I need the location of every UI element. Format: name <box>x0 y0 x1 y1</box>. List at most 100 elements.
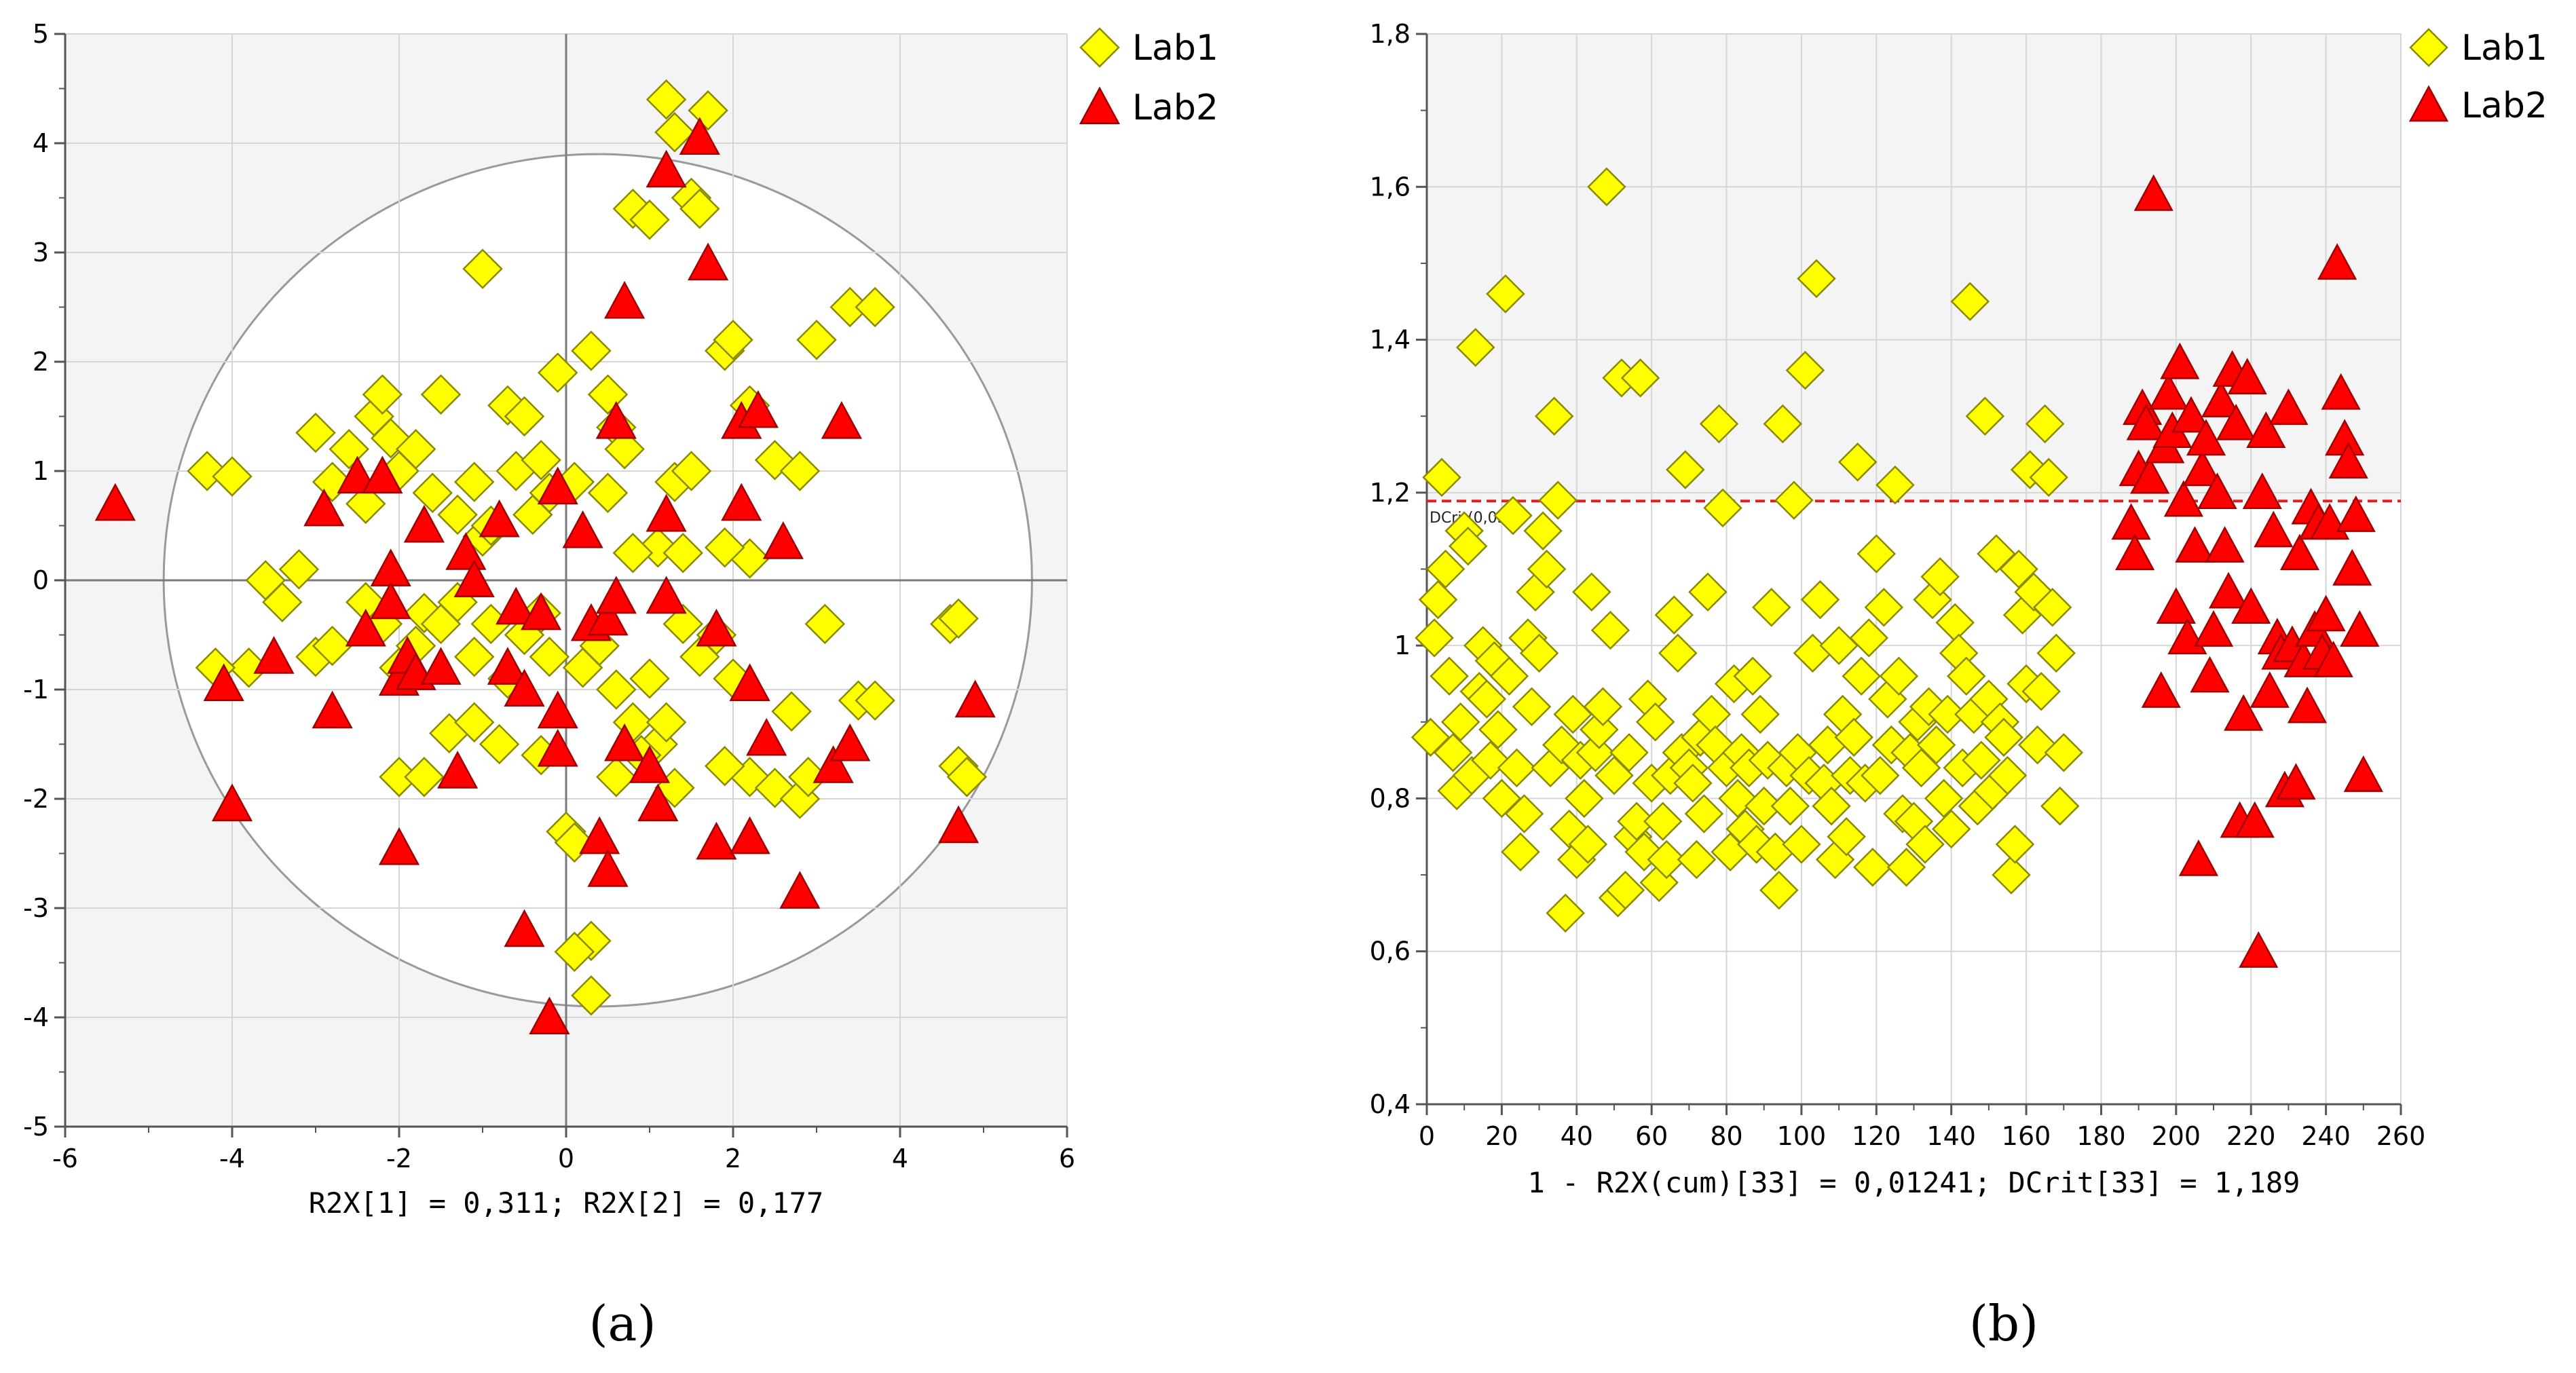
lab1-point <box>1568 825 1608 864</box>
lab1-point <box>1774 481 1814 520</box>
lab2-point <box>445 532 487 570</box>
lab2-point <box>504 909 545 947</box>
x-tick-label: 4 <box>892 1144 908 1173</box>
lab1-point <box>479 723 520 765</box>
lab2-point <box>2190 656 2230 693</box>
x-tick-label: 40 <box>1561 1121 1593 1151</box>
legend-label-lab1: Lab1 <box>2461 28 2547 69</box>
x-tick-label: 2 <box>725 1144 741 1173</box>
lab1-point <box>1673 764 1713 803</box>
lab2-point <box>646 149 687 188</box>
lab1-point <box>1853 848 1892 887</box>
lab2-point <box>746 717 787 756</box>
x-tick-label: 80 <box>1710 1121 1742 1151</box>
lab1-point <box>629 199 670 240</box>
lab1-point <box>1759 870 1799 910</box>
lab2-point <box>646 493 687 532</box>
lab2-point <box>2246 411 2286 448</box>
lab1-point <box>1770 786 1810 826</box>
lab1-point <box>1950 282 1990 322</box>
lab1-point <box>629 658 670 699</box>
lab1-point <box>1827 816 1866 857</box>
lab1-point <box>1538 481 1578 520</box>
lab1-point <box>612 532 654 573</box>
lab2-point <box>529 996 570 1035</box>
y-tick-label: 1,6 <box>1370 172 1411 202</box>
lab1-point <box>437 494 478 535</box>
legend-marker-lab2 <box>2408 85 2449 122</box>
lab1-point <box>1916 725 1956 765</box>
lab1-point <box>212 456 253 497</box>
lab1-point <box>1519 633 1559 673</box>
lab2-point <box>829 723 871 761</box>
lab1-point <box>1901 748 1941 788</box>
lab1-point <box>2036 633 2076 673</box>
lab2-point <box>2178 839 2219 876</box>
lab2-point <box>2313 641 2353 677</box>
x-tick-label: 100 <box>1777 1121 1827 1151</box>
lab2-point <box>2276 763 2316 800</box>
lab2-point <box>729 816 770 854</box>
lab1-point <box>504 396 545 437</box>
lab1-point <box>671 451 712 491</box>
lab2-point <box>604 723 646 761</box>
lab2-point <box>537 690 578 729</box>
x-tick-label: 60 <box>1635 1121 1668 1151</box>
panel-b: 0 20 40 60 80 100 120 140 160 180 200 220 240 260 0,4 0… <box>1370 19 2547 1352</box>
lab2-point <box>504 669 545 707</box>
lab2-point <box>2287 686 2328 723</box>
lab2-point <box>437 751 479 789</box>
lab1-point <box>1782 825 1821 864</box>
y-tick-label: 1 <box>1394 631 1411 660</box>
lab2-point <box>211 783 253 822</box>
lab1-point <box>1415 618 1454 658</box>
lab1-point <box>1572 572 1611 612</box>
lab2-point <box>2141 671 2181 708</box>
lab2-point <box>2115 533 2155 571</box>
lab2-point <box>2193 609 2234 647</box>
lab1-point <box>1797 259 1836 299</box>
lab1-point <box>1565 778 1604 819</box>
y-tick-label: 5 <box>33 19 49 49</box>
lab1-point <box>679 188 720 229</box>
lab1-point <box>1752 588 1791 627</box>
lab2-point <box>2279 533 2320 571</box>
y-tick-label: 0 <box>33 565 49 595</box>
lab1-point <box>855 286 895 328</box>
lab1-point <box>1984 717 2023 757</box>
lab1-point <box>1654 595 1694 635</box>
lab1-point <box>1497 748 1537 788</box>
x-tick-label: 260 <box>2376 1121 2426 1151</box>
x-tick-label: 140 <box>1926 1121 1976 1151</box>
lab1-point <box>938 598 979 639</box>
lab2-point <box>646 576 687 614</box>
lab1-point <box>262 582 303 622</box>
lab1-point <box>2044 733 2084 772</box>
lab2-point <box>696 608 737 647</box>
x-tick-label: 200 <box>2152 1121 2201 1151</box>
lab1-point <box>1486 274 1525 314</box>
lab2-point <box>737 390 779 428</box>
lab1-point <box>2040 786 2080 826</box>
lab2-point <box>2328 442 2368 478</box>
lab2-point <box>303 488 345 527</box>
lab2-point <box>604 280 646 319</box>
lab2-point <box>821 400 862 439</box>
lab2-point <box>312 690 353 729</box>
lab2-point <box>2250 671 2290 708</box>
y-tick-label: 0,4 <box>1370 1089 1411 1119</box>
lab1-point <box>1666 450 1705 489</box>
lab1-point <box>1688 572 1728 612</box>
x-tick-label: -2 <box>386 1144 412 1173</box>
lab1-point <box>1812 786 1851 826</box>
lab1-point <box>1489 656 1529 696</box>
lab2-point <box>370 581 411 620</box>
lab2-point <box>378 827 420 865</box>
lab1-point <box>2025 404 2065 444</box>
lab1-point <box>771 691 812 732</box>
lab1-point <box>1861 755 1900 795</box>
lab1-point <box>462 248 503 289</box>
lab2-point <box>345 608 386 647</box>
lab2-point <box>253 636 295 674</box>
lab1-point <box>1924 778 1964 819</box>
